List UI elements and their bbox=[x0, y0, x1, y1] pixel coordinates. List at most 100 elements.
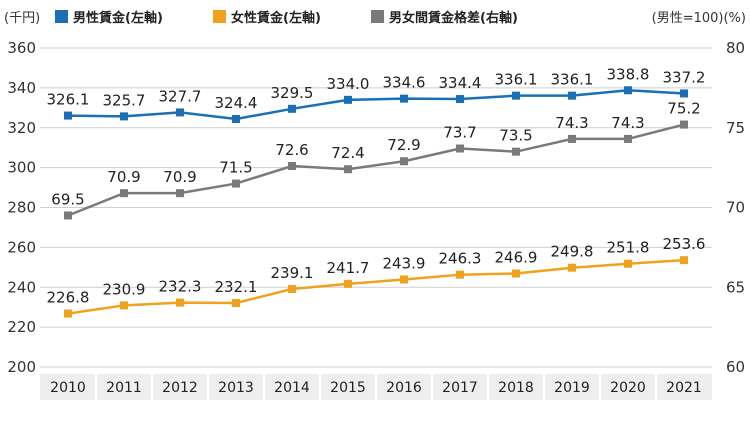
data-point bbox=[288, 104, 296, 113]
x-tick-label: 2014 bbox=[274, 380, 310, 396]
data-point bbox=[288, 285, 296, 294]
legend-label: 男女間賃金格差(右軸) bbox=[389, 10, 518, 26]
data-point bbox=[456, 270, 464, 279]
right-tick-label: 65 bbox=[726, 278, 745, 296]
data-label: 336.1 bbox=[495, 71, 538, 89]
x-axis-band: 2010 2011 2012 2013 2014 2015 2016 2017 2018 2019… bbox=[40, 374, 712, 400]
data-point bbox=[120, 301, 128, 310]
data-point bbox=[120, 112, 128, 121]
data-point bbox=[680, 256, 688, 265]
x-tick-label: 2019 bbox=[554, 380, 590, 396]
data-point bbox=[568, 91, 576, 100]
data-label: 230.9 bbox=[103, 280, 146, 298]
gridlines bbox=[40, 47, 712, 368]
data-point bbox=[512, 147, 520, 156]
left-axis-unit: (千円) bbox=[4, 11, 40, 26]
left-tick-label: 320 bbox=[7, 119, 36, 137]
right-y-axis: 60 65 70 75 80 bbox=[726, 39, 745, 376]
data-point bbox=[176, 189, 184, 198]
right-tick-label: 80 bbox=[726, 39, 745, 57]
x-tick-label: 2017 bbox=[442, 380, 478, 396]
left-tick-label: 280 bbox=[7, 199, 36, 217]
right-tick-label: 60 bbox=[726, 358, 745, 376]
legend-label: 男性賃金(左軸) bbox=[73, 10, 163, 26]
data-point bbox=[344, 279, 352, 288]
series-layer: 326.1 325.7 327.7 324.4 329.5 334.0 334.6 334.4… bbox=[47, 65, 706, 318]
right-tick-label: 75 bbox=[726, 119, 745, 137]
data-point bbox=[120, 189, 128, 198]
data-point bbox=[232, 114, 240, 123]
x-tick-label: 2020 bbox=[610, 380, 646, 396]
data-point bbox=[400, 157, 408, 166]
data-point bbox=[64, 309, 72, 318]
data-label: 329.5 bbox=[271, 84, 314, 102]
data-point bbox=[176, 108, 184, 117]
data-point bbox=[624, 259, 632, 268]
x-tick-label: 2021 bbox=[666, 380, 702, 396]
data-label: 73.7 bbox=[443, 123, 476, 141]
data-label: 327.7 bbox=[159, 87, 202, 105]
data-label: 74.3 bbox=[611, 114, 644, 132]
data-label: 325.7 bbox=[103, 91, 146, 109]
data-point bbox=[456, 95, 464, 104]
data-label: 226.8 bbox=[47, 289, 90, 307]
data-label: 243.9 bbox=[383, 254, 426, 272]
data-point bbox=[344, 165, 352, 174]
data-label: 72.4 bbox=[331, 144, 364, 162]
left-tick-label: 200 bbox=[7, 358, 36, 376]
series-line bbox=[67, 258, 685, 315]
data-point bbox=[400, 94, 408, 103]
data-label: 337.2 bbox=[663, 68, 706, 86]
data-label: 326.1 bbox=[47, 91, 90, 109]
left-tick-label: 300 bbox=[7, 159, 36, 177]
legend-swatch bbox=[371, 10, 384, 23]
x-tick-label: 2013 bbox=[218, 380, 254, 396]
series-line bbox=[67, 123, 685, 217]
x-tick-label: 2016 bbox=[386, 380, 422, 396]
legend-swatch bbox=[55, 10, 68, 23]
data-point bbox=[568, 263, 576, 272]
left-tick-label: 260 bbox=[7, 238, 36, 256]
series-line bbox=[67, 89, 685, 121]
data-label: 73.5 bbox=[499, 127, 532, 145]
data-point bbox=[64, 111, 72, 120]
right-tick-label: 70 bbox=[726, 199, 745, 217]
data-point bbox=[232, 179, 240, 188]
data-point bbox=[512, 269, 520, 278]
data-label: 239.1 bbox=[271, 264, 314, 282]
data-point bbox=[680, 89, 688, 98]
right-axis-unit: (男性=100)(%) bbox=[652, 11, 746, 26]
legend: 男性賃金(左軸) 女性賃金(左軸) 男女間賃金格差(右軸) bbox=[55, 10, 518, 26]
left-tick-label: 340 bbox=[7, 79, 36, 97]
data-point bbox=[624, 86, 632, 95]
data-point bbox=[568, 134, 576, 143]
data-label: 71.5 bbox=[219, 159, 252, 177]
x-tick-label: 2010 bbox=[50, 380, 86, 396]
left-y-axis: 200 220 240 260 280 300 320 340 360 bbox=[7, 39, 36, 376]
data-label: 69.5 bbox=[51, 190, 84, 208]
data-point bbox=[400, 275, 408, 284]
data-label: 72.9 bbox=[387, 136, 420, 154]
data-point bbox=[680, 120, 688, 129]
data-point bbox=[176, 298, 184, 307]
data-label: 232.1 bbox=[215, 278, 258, 296]
data-label: 70.9 bbox=[107, 168, 140, 186]
data-label: 70.9 bbox=[163, 168, 196, 186]
data-label: 246.3 bbox=[439, 250, 482, 268]
left-tick-label: 240 bbox=[7, 278, 36, 296]
data-label: 334.4 bbox=[439, 74, 482, 92]
data-label: 324.4 bbox=[215, 94, 258, 112]
data-label: 241.7 bbox=[327, 259, 370, 277]
data-label: 74.3 bbox=[555, 114, 588, 132]
data-label: 338.8 bbox=[607, 65, 650, 83]
x-tick-label: 2015 bbox=[330, 380, 366, 396]
data-point bbox=[64, 211, 72, 220]
data-label: 246.9 bbox=[495, 248, 538, 266]
data-point bbox=[456, 144, 464, 153]
legend-label: 女性賃金(左軸) bbox=[231, 10, 321, 26]
left-tick-label: 220 bbox=[7, 318, 36, 336]
data-point bbox=[288, 162, 296, 171]
data-label: 72.6 bbox=[275, 141, 308, 159]
data-point bbox=[344, 95, 352, 104]
